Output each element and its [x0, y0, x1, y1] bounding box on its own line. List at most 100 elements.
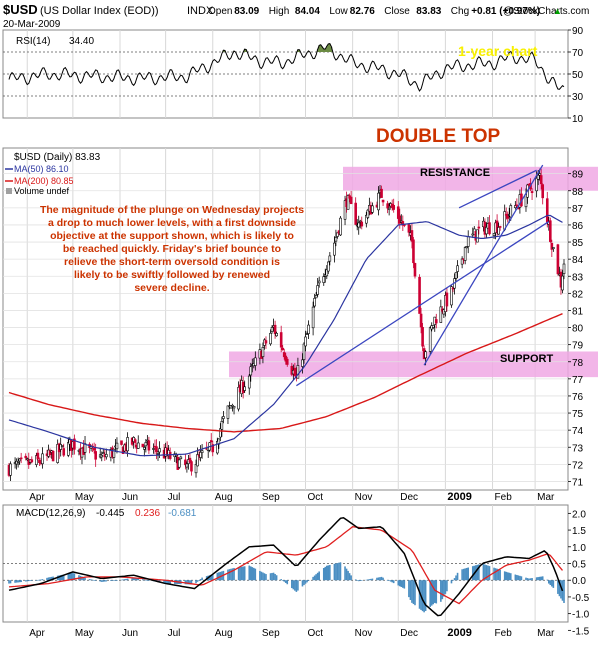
- macd-histogram-bar: [26, 580, 29, 582]
- macd-histogram-bar: [275, 575, 278, 581]
- candle-body: [293, 367, 297, 376]
- macd-histogram-bar: [414, 580, 416, 606]
- macd-histogram-bar: [514, 574, 517, 581]
- macd-histogram-bar: [103, 580, 106, 582]
- macd-histogram-bar: [143, 579, 146, 581]
- macd-histogram-bar: [336, 563, 339, 581]
- macd-histogram-bar: [529, 578, 532, 581]
- macd-histogram-bar: [46, 577, 48, 581]
- macd-histogram-bar: [297, 580, 299, 591]
- macd-histogram-bar: [412, 580, 415, 605]
- candle-body: [316, 285, 319, 295]
- candle-body: [36, 452, 40, 460]
- macd-histogram-bar: [367, 579, 369, 581]
- macd-histogram-bar: [239, 567, 241, 581]
- candle-body: [515, 204, 519, 207]
- macd-histogram-bar: [408, 580, 410, 598]
- macd-histogram-bar: [538, 576, 541, 581]
- macd-histogram-bar: [18, 580, 21, 583]
- candle-body: [184, 459, 187, 466]
- candle-body: [211, 444, 215, 453]
- candle-body: [328, 255, 332, 262]
- macd-histogram-bar: [389, 580, 392, 582]
- candle-body: [386, 203, 389, 209]
- macd-histogram-bar: [99, 580, 102, 582]
- candle-body: [509, 205, 513, 218]
- macd-histogram-bar: [132, 577, 135, 581]
- macd-histogram-bar: [88, 579, 91, 581]
- candle-body: [30, 459, 34, 463]
- candle-body: [158, 448, 161, 453]
- ohlc-value-chg: +0.81 (+0.97%): [471, 6, 540, 17]
- candle-body: [317, 280, 321, 284]
- macd-histogram-bar: [281, 580, 284, 581]
- commentary-line-2: a drop to much lower levels, with a firs…: [48, 217, 296, 229]
- macd-histogram-bar: [70, 573, 73, 581]
- macd-histogram-bar: [467, 567, 470, 581]
- candle-body: [41, 453, 44, 465]
- price-y-tick-label: 73: [572, 443, 584, 454]
- macd-histogram-bar: [350, 575, 352, 581]
- ma50-legend-label: MA(50) 86.10: [14, 164, 69, 174]
- symbol-title: $USD: [3, 2, 38, 17]
- price-y-tick-label: 88: [572, 187, 584, 198]
- candle-body: [392, 205, 395, 210]
- macd-histogram-bar: [94, 580, 97, 581]
- candle-body: [492, 233, 496, 236]
- macd-histogram-bar: [547, 580, 550, 584]
- price-y-tick-label: 78: [572, 358, 584, 369]
- macd-histogram-bar: [315, 574, 317, 581]
- macd-x-tick-label: Dec: [400, 628, 418, 639]
- candle-body: [94, 451, 97, 460]
- macd-histogram-bar: [84, 577, 86, 581]
- candle-body: [141, 443, 145, 448]
- candle-body: [144, 442, 148, 447]
- macd-histogram-bar: [359, 580, 362, 581]
- macd-histogram-bar: [148, 580, 150, 581]
- candle-body: [219, 428, 222, 438]
- macd-histogram-bar: [335, 563, 337, 581]
- macd-histogram-bar: [402, 580, 404, 588]
- macd-histogram-bar: [292, 580, 295, 590]
- candle-body: [59, 444, 62, 450]
- rsi-panel: [3, 29, 571, 119]
- macd-histogram-bar: [17, 580, 19, 583]
- macd-histogram-bar: [166, 580, 168, 584]
- candle-body: [413, 263, 417, 277]
- candle-body: [199, 451, 202, 458]
- candle-body: [247, 375, 251, 389]
- macd-histogram-bar: [348, 573, 351, 581]
- watermark: @StockCharts.com: [503, 6, 589, 17]
- macd-histogram-bar: [260, 571, 263, 581]
- candle-body: [445, 292, 449, 307]
- candle-body: [112, 448, 116, 458]
- macd-histogram-bar: [471, 566, 474, 581]
- candle-body: [365, 214, 368, 224]
- macd-histogram-bar: [295, 580, 298, 592]
- macd-histogram-bar: [201, 577, 203, 581]
- macd-histogram-bar: [47, 577, 50, 581]
- macd-histogram-bar: [409, 580, 412, 600]
- candle-body: [196, 454, 199, 467]
- macd-histogram-bar: [218, 572, 220, 581]
- macd-histogram-bar: [329, 564, 331, 581]
- candle-body: [311, 306, 315, 329]
- price-panel: [3, 164, 598, 482]
- macd-histogram-bar: [198, 580, 200, 581]
- candle-body: [530, 191, 534, 194]
- ohlc-label-low: Low: [329, 6, 348, 17]
- macd-histogram-bar: [116, 580, 118, 581]
- macd-y-tick-label: 0.5: [572, 560, 586, 571]
- x-tick-label: Jul: [168, 492, 181, 503]
- candle-body: [115, 442, 119, 450]
- macd-histogram-bar: [505, 571, 508, 581]
- macd-histogram-bar: [333, 563, 336, 581]
- candle-body: [357, 222, 361, 228]
- candle-body: [343, 200, 347, 220]
- macd-y-tick-label: -1.0: [572, 610, 590, 621]
- candle-body: [261, 347, 265, 357]
- macd-histogram-bar: [484, 564, 486, 581]
- candle-body: [249, 366, 253, 376]
- macd-histogram-bar: [105, 580, 108, 582]
